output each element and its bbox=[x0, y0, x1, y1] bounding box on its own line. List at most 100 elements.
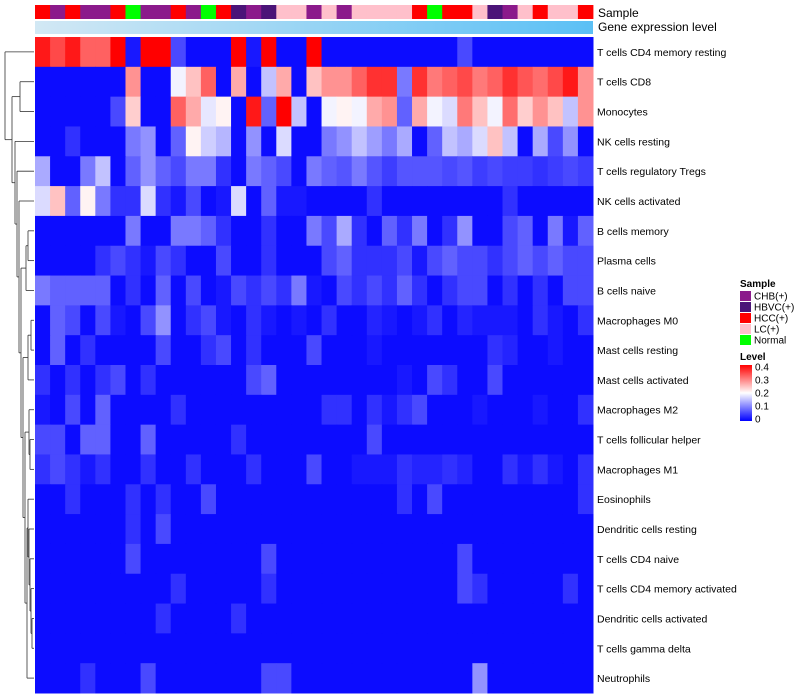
heatmap-cell bbox=[381, 394, 398, 426]
heatmap-cell bbox=[321, 454, 338, 485]
heatmap-cell bbox=[336, 305, 353, 336]
heatmap-cell bbox=[442, 633, 458, 664]
heatmap-cell bbox=[140, 335, 157, 366]
heatmap-cell bbox=[577, 573, 594, 605]
sample-annotation-cell bbox=[306, 5, 322, 19]
heatmap-cell bbox=[306, 96, 323, 127]
heatmap-cell bbox=[306, 37, 323, 68]
sample-annotation-cell bbox=[562, 5, 579, 19]
heatmap-cell bbox=[442, 365, 458, 396]
sample-legend-label: HBVC(+) bbox=[754, 303, 794, 314]
heatmap-cell bbox=[366, 454, 383, 485]
heatmap-cell bbox=[125, 96, 142, 127]
sample-annotation-cell bbox=[427, 5, 443, 19]
heatmap-cell bbox=[532, 96, 549, 127]
heatmap-cell bbox=[321, 66, 338, 98]
heatmap-cell bbox=[155, 96, 172, 127]
heatmap-cell bbox=[487, 66, 504, 98]
heatmap-cell bbox=[412, 37, 428, 68]
heatmap-cell bbox=[532, 633, 549, 664]
row-label: Mast cells resting bbox=[597, 345, 678, 357]
heatmap-cell bbox=[472, 633, 488, 664]
heatmap-cell bbox=[517, 424, 534, 455]
heatmap-cell bbox=[562, 215, 579, 247]
heatmap-cell bbox=[502, 215, 519, 247]
sample-annotation-cell bbox=[351, 5, 368, 19]
heatmap-cell bbox=[80, 424, 96, 455]
heatmap-cell bbox=[412, 275, 428, 306]
heatmap-cell bbox=[231, 454, 247, 485]
heatmap-cell bbox=[562, 275, 579, 306]
heatmap-cell bbox=[140, 394, 157, 426]
heatmap-cell bbox=[396, 96, 413, 127]
heatmap-cell bbox=[276, 96, 292, 127]
heatmap-cell bbox=[291, 66, 307, 98]
heatmap-cell bbox=[381, 186, 398, 217]
heatmap-cell bbox=[95, 394, 111, 426]
row-dendrogram bbox=[4, 51, 34, 679]
heatmap-cell bbox=[577, 394, 594, 426]
heatmap-cell bbox=[502, 275, 519, 306]
heatmap-cell bbox=[215, 543, 232, 575]
heatmap-cell bbox=[517, 37, 534, 68]
heatmap-cell bbox=[155, 603, 172, 634]
heatmap-cell bbox=[65, 484, 81, 515]
sample-annotation-cell bbox=[442, 5, 458, 19]
heatmap-cell bbox=[366, 275, 383, 306]
heatmap-cell bbox=[215, 573, 232, 605]
heatmap-cell bbox=[321, 365, 338, 396]
level-legend-bar bbox=[740, 365, 752, 421]
heatmap-cell bbox=[170, 543, 187, 575]
heatmap-cell bbox=[472, 96, 488, 127]
heatmap-cell bbox=[65, 156, 81, 187]
heatmap-cell bbox=[487, 37, 504, 68]
heatmap-cell bbox=[502, 156, 519, 187]
heatmap-cell bbox=[65, 365, 81, 396]
heatmap-cell bbox=[412, 66, 428, 98]
heatmap-cell bbox=[246, 663, 262, 694]
sample-annotation-cell bbox=[215, 5, 232, 19]
heatmap-cell bbox=[517, 156, 534, 187]
heatmap-cell bbox=[155, 66, 172, 98]
heatmap-cell bbox=[336, 365, 353, 396]
heatmap-cell bbox=[155, 186, 172, 217]
heatmap-cell bbox=[547, 335, 564, 366]
heatmap-cell bbox=[110, 424, 126, 455]
heatmap-cell bbox=[185, 37, 202, 68]
heatmap-cell bbox=[155, 573, 172, 605]
heatmap-cell bbox=[170, 394, 187, 426]
heatmap-cell bbox=[50, 37, 66, 68]
heatmap-cell bbox=[185, 454, 202, 485]
heatmap-cell bbox=[291, 305, 307, 336]
heatmap-cell bbox=[291, 96, 307, 127]
heatmap-cell bbox=[65, 66, 81, 98]
heatmap-cell bbox=[185, 663, 202, 694]
heatmap-cell bbox=[276, 394, 292, 426]
heatmap-cell bbox=[80, 186, 96, 217]
heatmap-cell bbox=[457, 275, 473, 306]
heatmap-cell bbox=[562, 335, 579, 366]
heatmap-cell bbox=[547, 275, 564, 306]
heatmap-cell bbox=[276, 484, 292, 515]
heatmap-cell bbox=[321, 394, 338, 426]
heatmap-cell bbox=[95, 573, 111, 605]
heatmap-cell bbox=[215, 156, 232, 187]
heatmap-cell bbox=[306, 484, 323, 515]
heatmap-cell bbox=[321, 37, 338, 68]
heatmap-cell bbox=[321, 275, 338, 306]
heatmap-cell bbox=[487, 543, 504, 575]
heatmap-cell bbox=[502, 245, 519, 277]
heatmap-cell bbox=[50, 156, 66, 187]
heatmap-cell bbox=[442, 454, 458, 485]
heatmap-cell bbox=[562, 394, 579, 426]
heatmap-cell bbox=[517, 454, 534, 485]
heatmap-cell bbox=[185, 633, 202, 664]
heatmap-cell bbox=[427, 365, 443, 396]
heatmap-cell bbox=[396, 424, 413, 455]
heatmap-cell bbox=[381, 573, 398, 605]
heatmap-cell bbox=[170, 96, 187, 127]
heatmap-cell bbox=[366, 663, 383, 694]
heatmap-cell bbox=[110, 305, 126, 336]
heatmap-cell bbox=[487, 633, 504, 664]
heatmap-cell bbox=[381, 215, 398, 247]
